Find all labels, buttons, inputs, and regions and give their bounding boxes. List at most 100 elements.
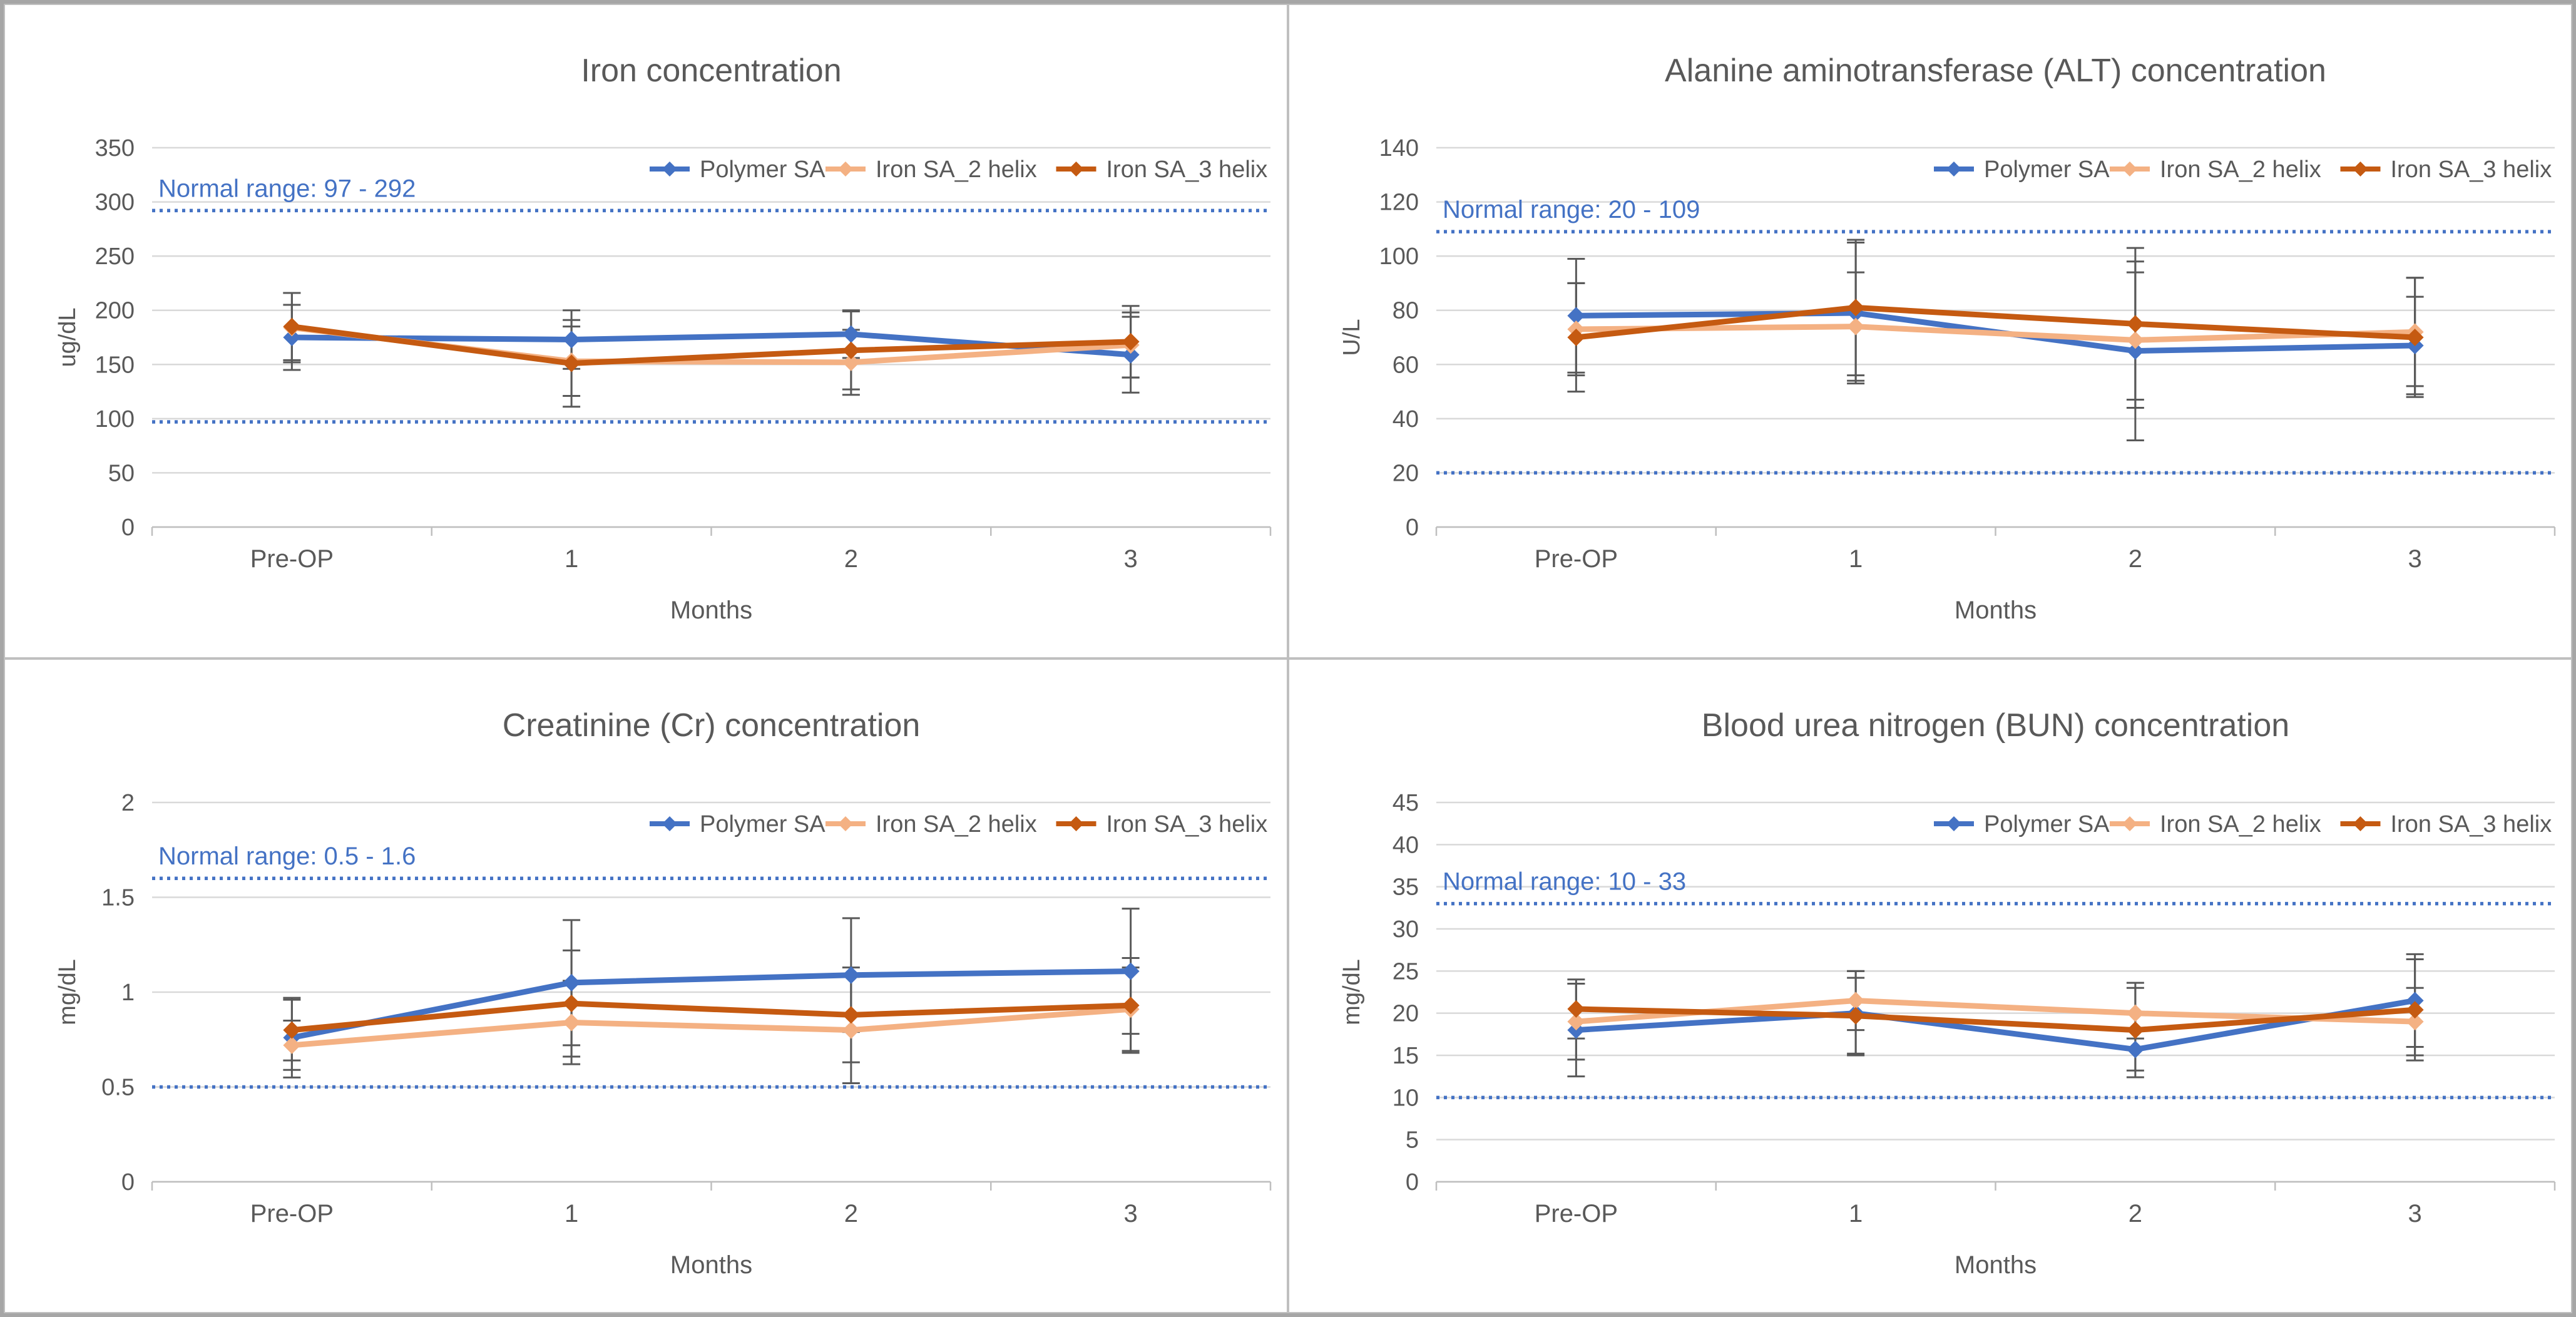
series-marker xyxy=(563,995,581,1013)
legend-label: Polymer SA xyxy=(1984,156,2110,183)
series-marker xyxy=(563,331,581,349)
series-marker xyxy=(2406,992,2424,1010)
legend-item-iron-sa-3-helix: Iron SA_3 helix xyxy=(1056,811,1268,838)
legend-label: Iron SA_3 helix xyxy=(1107,811,1268,838)
series-marker xyxy=(1122,346,1140,364)
series-marker xyxy=(2406,1001,2424,1019)
y-tick-label: 100 xyxy=(95,406,135,433)
y-axis-title: mg/dL xyxy=(54,959,81,1025)
creatinine-chart: 0 0.5 1 1.5 2 Pre-OP 1 2 3 Months mg/dL Normal rang… xyxy=(54,707,1272,1279)
series-marker xyxy=(842,1006,860,1024)
legend-marker xyxy=(662,816,677,831)
y-tick-label: 35 xyxy=(1393,874,1419,901)
legend-item-polymer-sa: Polymer SA xyxy=(1934,811,2110,838)
legend: Polymer SA Iron SA_2 helix Iron SA_3 helix xyxy=(650,156,1267,183)
x-tick-label: 2 xyxy=(844,1200,858,1227)
series-line xyxy=(289,324,1134,367)
normal-range: Normal range: 97 - 292 xyxy=(152,175,1270,424)
chart-title: Blood urea nitrogen (BUN) concentration xyxy=(1702,707,2289,744)
legend-label: Polymer SA xyxy=(700,811,825,838)
legend-label: Iron SA_2 helix xyxy=(876,156,1037,183)
legend-marker xyxy=(838,161,853,177)
y-tick-label: 0 xyxy=(121,515,135,541)
y-tick-label: 0 xyxy=(1406,1169,1419,1196)
error-bars xyxy=(1567,953,2424,1079)
y-tick-label: 150 xyxy=(95,352,135,378)
legend-label: Iron SA_3 helix xyxy=(1107,156,1268,183)
series-marker xyxy=(1847,1007,1865,1025)
series-marker xyxy=(1567,307,1585,325)
series-marker xyxy=(1567,1000,1585,1018)
series-marker xyxy=(283,329,301,346)
legend-marker xyxy=(2353,161,2368,177)
series-line xyxy=(289,1000,1134,1033)
x-tick-label: Pre-OP xyxy=(250,1200,334,1227)
legend-label: Iron SA_3 helix xyxy=(2391,156,2552,183)
x-tick-label: 3 xyxy=(2408,1200,2422,1227)
series-marker xyxy=(1122,997,1140,1015)
series-marker xyxy=(842,341,860,359)
iron-chart: 0 50 100 150 200 250 300 350 Pre-OP 1 2 3 Months ug/d… xyxy=(54,53,1272,624)
series-marker xyxy=(2406,329,2424,346)
chart-title: Iron concentration xyxy=(581,53,841,89)
x-tick-label: 2 xyxy=(2129,545,2142,573)
y-tick-label: 15 xyxy=(1393,1043,1419,1069)
x-tick-label: 1 xyxy=(565,1200,578,1227)
series-marker xyxy=(1567,329,1585,346)
legend-label: Iron SA_2 helix xyxy=(2160,156,2321,183)
legend-item-iron-sa-2-helix: Iron SA_2 helix xyxy=(825,811,1037,838)
x-tick-label: 3 xyxy=(2408,545,2422,573)
series-marker xyxy=(563,973,581,992)
legend: Polymer SA Iron SA_2 helix Iron SA_3 helix xyxy=(1934,811,2552,838)
y-tick-label: 60 xyxy=(1393,352,1419,378)
error-bars xyxy=(283,908,1140,1084)
x-axis-title: Months xyxy=(670,597,752,624)
x-axis-title: Months xyxy=(670,1251,752,1279)
series-iron-sa-3-helix xyxy=(1567,299,2424,346)
y-tick-label: 20 xyxy=(1393,1001,1419,1027)
series-marker xyxy=(2126,1004,2144,1022)
legend: Polymer SA Iron SA_2 helix Iron SA_3 helix xyxy=(1934,156,2552,183)
y-axis-title: U/L xyxy=(1339,319,1365,356)
y-tick-label: 0 xyxy=(1406,515,1419,541)
legend-item-iron-sa-3-helix: Iron SA_3 helix xyxy=(2340,156,2552,183)
y-tick-label: 5 xyxy=(1406,1127,1419,1154)
x-axis: Pre-OP 1 2 3 xyxy=(151,1181,1272,1227)
series-marker xyxy=(842,966,860,984)
series-marker xyxy=(1122,332,1140,351)
x-axis: Pre-OP 1 2 3 xyxy=(1435,1181,2556,1227)
normal-range-label: Normal range: 97 - 292 xyxy=(158,175,416,202)
normal-range-label: Normal range: 0.5 - 1.6 xyxy=(158,843,416,870)
legend-label: Iron SA_3 helix xyxy=(2391,811,2552,838)
legend-item-iron-sa-3-helix: Iron SA_3 helix xyxy=(2340,811,2552,838)
legend: Polymer SA Iron SA_2 helix Iron SA_3 helix xyxy=(650,811,1267,838)
y-tick-label: 30 xyxy=(1393,916,1419,943)
series-marker xyxy=(283,1036,301,1054)
series-marker xyxy=(1847,317,1865,336)
series-marker xyxy=(563,354,581,372)
x-tick-label: Pre-OP xyxy=(1535,545,1618,573)
gridlines xyxy=(1436,801,2555,1183)
gridlines xyxy=(152,146,1270,528)
legend-item-polymer-sa: Polymer SA xyxy=(650,156,825,183)
x-tick-label: 2 xyxy=(844,545,858,573)
y-tick-label: 350 xyxy=(95,135,135,161)
series-line xyxy=(289,968,1134,1041)
y-tick-label: 100 xyxy=(1379,243,1419,270)
y-tick-label: 140 xyxy=(1379,135,1419,161)
legend-label: Iron SA_2 helix xyxy=(2160,811,2321,838)
legend-marker xyxy=(1068,816,1084,831)
series-marker xyxy=(1847,299,1865,317)
normal-range: Normal range: 20 - 109 xyxy=(1436,196,2555,475)
normal-range: Normal range: 0.5 - 1.6 xyxy=(152,843,1270,1089)
legend-marker xyxy=(1946,816,1961,831)
legend-label: Iron SA_2 helix xyxy=(876,811,1037,838)
y-tick-label: 20 xyxy=(1393,460,1419,486)
series-marker xyxy=(2126,1040,2144,1058)
series-line xyxy=(1573,304,2418,341)
x-tick-label: 2 xyxy=(2129,1200,2142,1227)
series-marker xyxy=(283,317,301,336)
y-tick-label: 200 xyxy=(95,298,135,324)
x-tick-label: 1 xyxy=(1849,1200,1863,1227)
